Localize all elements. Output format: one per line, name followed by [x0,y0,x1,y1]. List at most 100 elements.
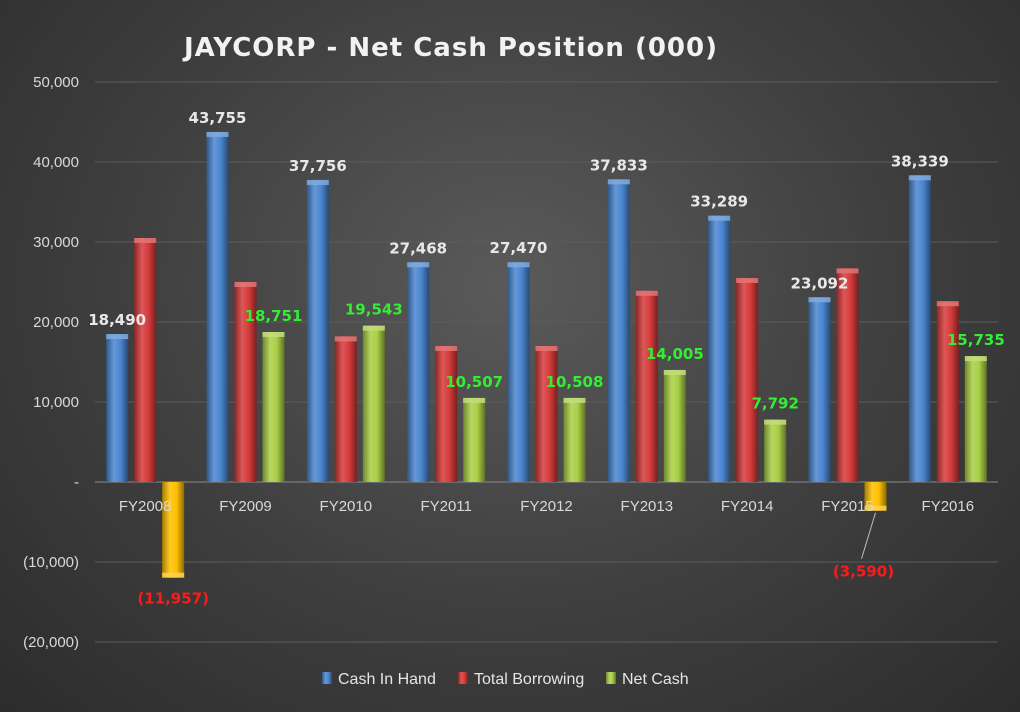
legend-total-borrowing-swatch [458,672,468,684]
cash-in-hand-bar-cap [607,179,630,185]
y-axis: 50,000 40,000 30,000 20,000 10,000 - (10,000) (… [23,74,79,651]
cash-in-hand-data-label: 33,289 [690,193,748,211]
total-borrowing-bar [936,301,959,482]
y-tick-label: (10,000) [23,554,79,571]
cash-in-hand-data-label: 37,833 [590,156,648,174]
net-cash-bar-cap [864,505,887,511]
cash-in-hand-bar-cap [808,297,831,303]
cash-in-hand-bar [206,131,229,482]
cash-in-hand-bar [708,215,731,483]
cash-in-hand-bar [106,334,129,482]
net-cash-data-label: 10,508 [546,373,604,391]
net-cash-bar [162,482,185,578]
cash-in-hand-data-label: 43,755 [189,109,247,127]
total-borrowing-bar [334,336,357,482]
cash-in-hand-data-label: 27,470 [490,239,548,257]
data-labels: 18,490 (11,957) 43,755 18,751 37,756 19,543 27… [88,109,1005,608]
leader-line [861,512,876,559]
net-cash-bar-cap [663,369,686,375]
cash-in-hand-bar-cap [507,262,530,268]
total-borrowing-bar-cap [334,336,357,342]
net-cash-bar [563,397,586,482]
net-cash-bar-cap [262,331,285,337]
cash-in-hand-bar-cap [708,215,731,221]
y-tick-label: 30,000 [33,234,79,251]
cash-in-hand-bar-cap [908,175,931,181]
total-borrowing-bar-cap [936,301,959,307]
x-tick-label: FY2013 [621,498,674,515]
cash-in-hand-data-label: 38,339 [891,152,949,170]
cash-in-hand-bar-cap [106,334,129,340]
total-borrowing-bar-cap [234,282,257,287]
net-cash-bar-cap [162,572,185,578]
cash-in-hand-bar [607,179,630,482]
total-borrowing-bar [234,282,257,482]
legend-net-cash-swatch [606,672,616,684]
net-cash-data-label: 18,751 [245,307,303,325]
total-borrowing-bar [134,238,157,482]
x-tick-label: FY2015 [821,498,874,515]
cash-in-hand-bar-cap [206,131,229,137]
y-tick-label: (20,000) [23,634,79,651]
total-borrowing-bar [736,278,759,482]
x-tick-label: FY2008 [119,498,172,515]
x-tick-label: FY2010 [320,498,373,515]
cash-in-hand-bar [507,262,530,482]
net-cash-bar [864,482,887,511]
total-borrowing-bar-cap [736,278,759,283]
net-cash-bar [764,419,787,482]
cash-in-hand-bar-cap [407,262,430,268]
net-cash-data-label: (3,590) [833,563,894,581]
cash-in-hand-bar-cap [306,179,329,185]
x-tick-label: FY2014 [721,498,774,515]
cash-in-hand-data-label: 23,092 [791,274,849,292]
net-cash-data-label: 10,507 [445,373,503,391]
net-cash-bar [262,331,285,482]
total-borrowing-bar-cap [635,290,658,296]
x-tick-label: FY2016 [922,498,975,515]
net-cash-data-label: 7,792 [751,395,798,413]
net-cash-data-label: 15,735 [947,331,1005,349]
legend-cash-in-hand-label: Cash In Hand [338,671,436,688]
cash-in-hand-data-label: 37,756 [289,157,347,175]
net-cash-bar-cap [563,397,586,403]
net-cash-bar-cap [463,397,486,403]
x-tick-label: FY2009 [219,498,272,515]
chart-title: JAYCORP - Net Cash Position (000) [182,33,718,63]
y-tick-label: 50,000 [33,74,79,91]
net-cash-data-label: 14,005 [646,345,704,363]
total-borrowing-bar-cap [435,346,458,351]
cash-in-hand-data-label: 27,468 [389,239,447,257]
total-borrowing-bar [535,346,558,482]
net-cash-bar-cap [764,419,787,425]
x-tick-label: FY2012 [520,498,573,515]
legend: Cash In Hand Total Borrowing Net Cash [322,671,689,688]
total-borrowing-bar [836,268,859,482]
net-cash-data-label: 19,543 [345,301,403,319]
net-cash-bar-cap [362,325,385,331]
x-tick-label: FY2011 [420,498,471,515]
y-tick-label: - [74,474,79,491]
net-cash-bar [663,369,686,482]
total-borrowing-bar [435,346,458,482]
cash-in-hand-bar [908,175,931,482]
bars [106,131,987,578]
net-cash-bar [964,356,987,482]
y-tick-label: 40,000 [33,154,79,171]
net-cash-bar [463,397,486,482]
legend-total-borrowing-label: Total Borrowing [474,671,584,688]
x-axis: FY2008 FY2009 FY2010 FY2011 FY2012 FY2013 FY20… [119,498,974,515]
net-cash-bar-cap [964,356,987,362]
legend-cash-in-hand-swatch [322,672,332,684]
total-borrowing-bar [635,290,658,482]
legend-net-cash-label: Net Cash [622,671,689,688]
total-borrowing-bar-cap [535,346,558,351]
total-borrowing-bar-cap [134,238,157,243]
cash-in-hand-data-label: 18,490 [88,311,146,329]
total-borrowing-bar-cap [836,268,859,274]
cash-in-hand-bar [808,297,831,482]
cash-in-hand-bar [407,262,430,482]
net-cash-data-label: (11,957) [137,590,209,608]
cash-in-hand-bar [306,179,329,482]
